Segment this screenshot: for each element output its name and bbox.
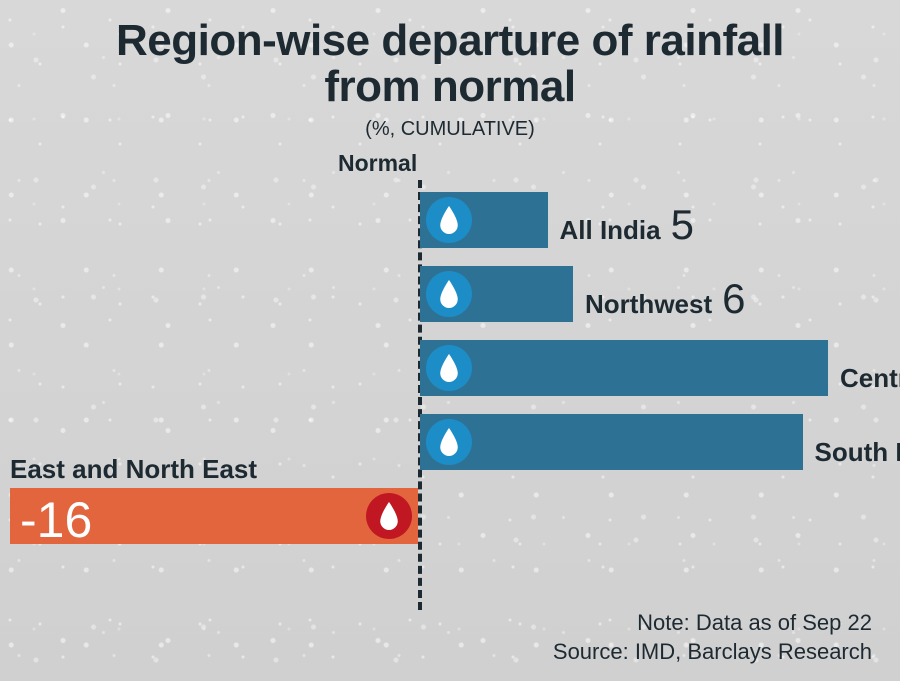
region-name: Central: [840, 363, 900, 394]
bar-label: Northwest 6: [585, 275, 745, 323]
bar-label: All India 5: [560, 201, 694, 249]
footer-note: Note: Data as of Sep 22: [553, 608, 872, 638]
title-line-1: Region-wise departure of rainfall: [116, 16, 784, 65]
region-name: East and North East: [10, 454, 257, 485]
chart-title: Region-wise departure of rainfall from n…: [0, 0, 900, 110]
raindrop-icon: [426, 271, 472, 317]
title-line-2: from normal: [324, 62, 575, 111]
bar-label: South Peninsula15: [815, 423, 900, 471]
raindrop-icon: [426, 197, 472, 243]
region-value: -16: [20, 491, 92, 549]
axis-label-normal: Normal: [338, 150, 417, 177]
raindrop-icon: [426, 419, 472, 465]
region-name: South Peninsula: [815, 437, 900, 468]
region-value: 5: [671, 201, 694, 249]
bar-south-peninsula: [420, 414, 803, 470]
footer-source: Source: IMD, Barclays Research: [553, 637, 872, 667]
raindrop-icon: [366, 493, 412, 539]
bar-northwest: [420, 266, 573, 322]
region-name: All India: [560, 215, 661, 246]
bar-label: Central16: [840, 349, 900, 397]
region-name: Northwest: [585, 289, 712, 320]
raindrop-icon: [426, 345, 472, 391]
bar-chart: Normal All India 5 Northwest 6 Central16 Sout…: [0, 150, 900, 610]
chart-subtitle: (%, CUMULATIVE): [0, 118, 900, 141]
bar-central: [420, 340, 828, 396]
chart-footer: Note: Data as of Sep 22 Source: IMD, Bar…: [553, 608, 872, 667]
region-value: 6: [722, 275, 745, 323]
bar-all-india: [420, 192, 548, 248]
